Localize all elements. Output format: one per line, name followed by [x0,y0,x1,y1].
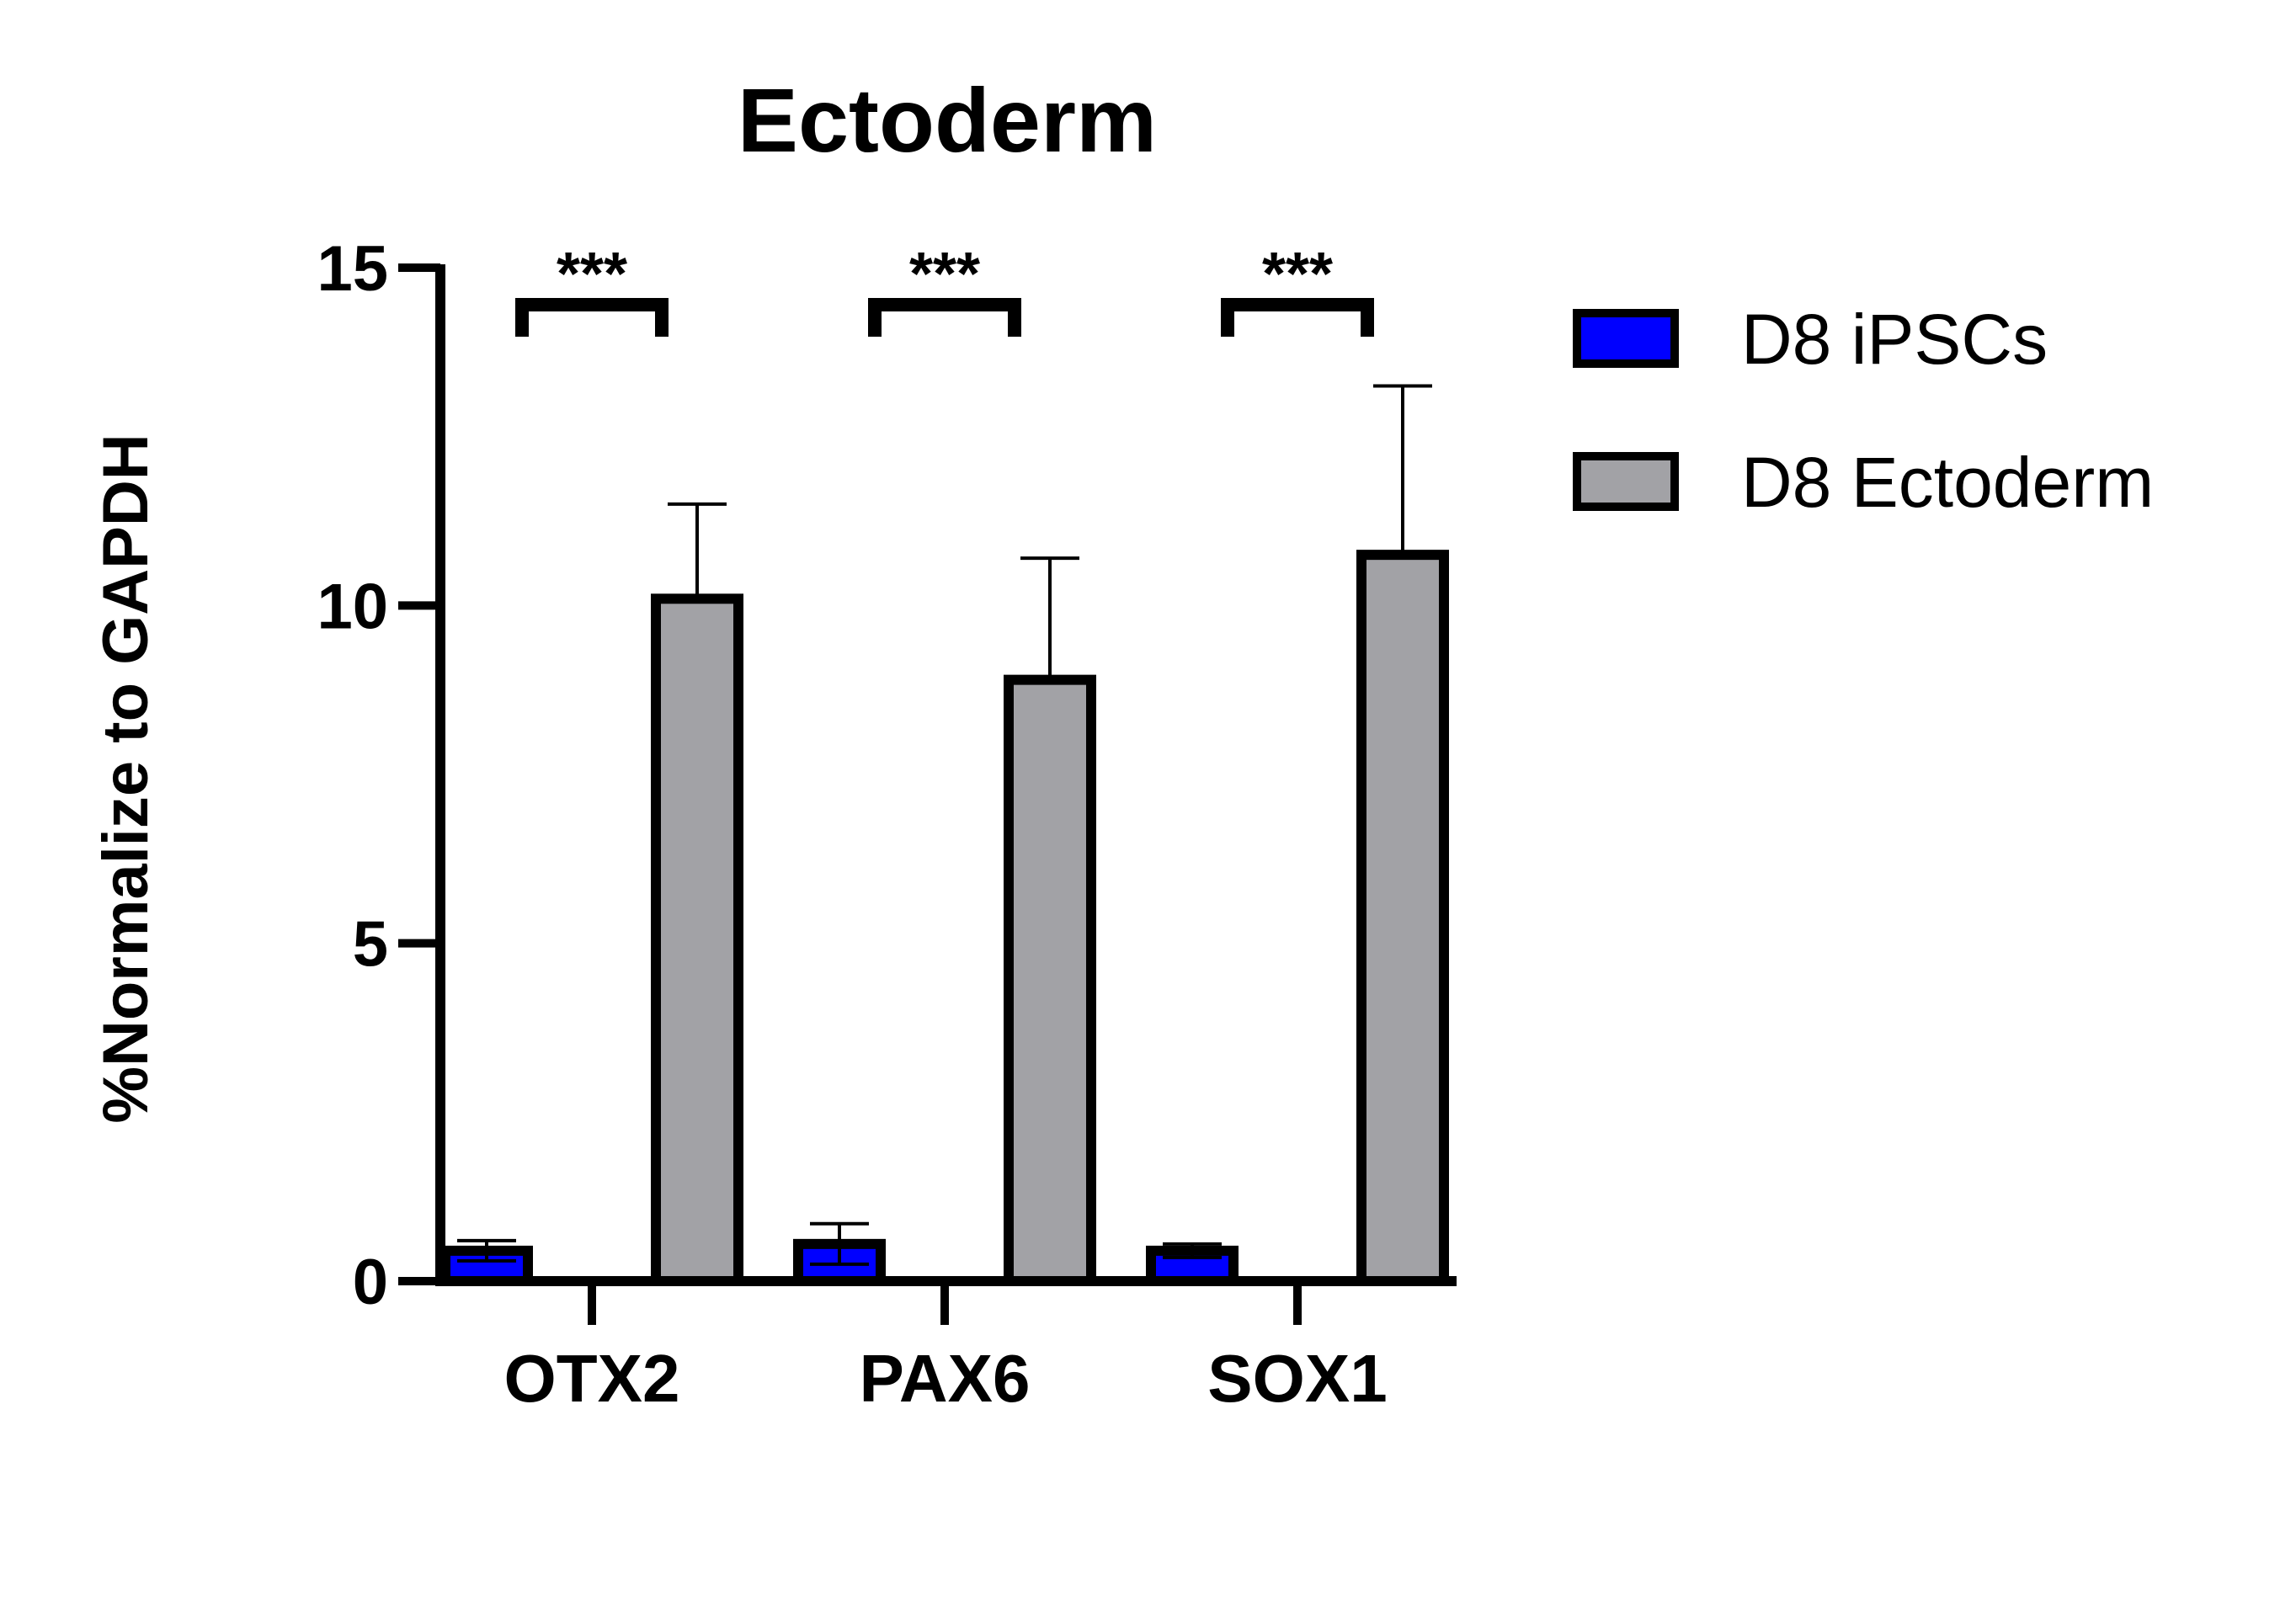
plot-area: 0 5 10 15 OTX2 PAX6 SOX1 *** *** *** [317,233,1457,1416]
legend-swatch-ipscs [1573,309,1679,368]
bar-otx2-ectoderm [651,593,743,1286]
y-axis-label: %Normalize to GAPDH [90,433,162,1123]
legend-label-ipscs: D8 iPSCs [1741,300,2048,379]
x-tick-label-otx2: OTX2 [504,1341,680,1416]
significance-bracket [1221,298,1374,337]
significance-bracket [515,298,669,337]
legend-swatch-ectoderm [1573,452,1679,511]
x-tick-label-sox1: SOX1 [1207,1341,1387,1416]
y-tick-label: 5 [353,909,388,981]
significance-label: *** [1262,241,1333,308]
y-tick-label: 0 [353,1247,388,1318]
legend: D8 iPSCs D8 Ectoderm [1573,300,2154,522]
bar-pax6-ectoderm [1004,674,1096,1286]
x-tick-label-pax6: PAX6 [859,1341,1030,1416]
legend-label-ectoderm: D8 Ectoderm [1741,443,2154,522]
chart-title: Ectoderm [738,69,1157,171]
y-tick-label: 15 [317,233,388,305]
significance-label: *** [909,241,980,308]
significance-bracket [868,298,1021,337]
significance-label: *** [557,241,627,308]
bar-sox1-ectoderm [1356,550,1449,1286]
y-tick-label: 10 [317,571,388,642]
